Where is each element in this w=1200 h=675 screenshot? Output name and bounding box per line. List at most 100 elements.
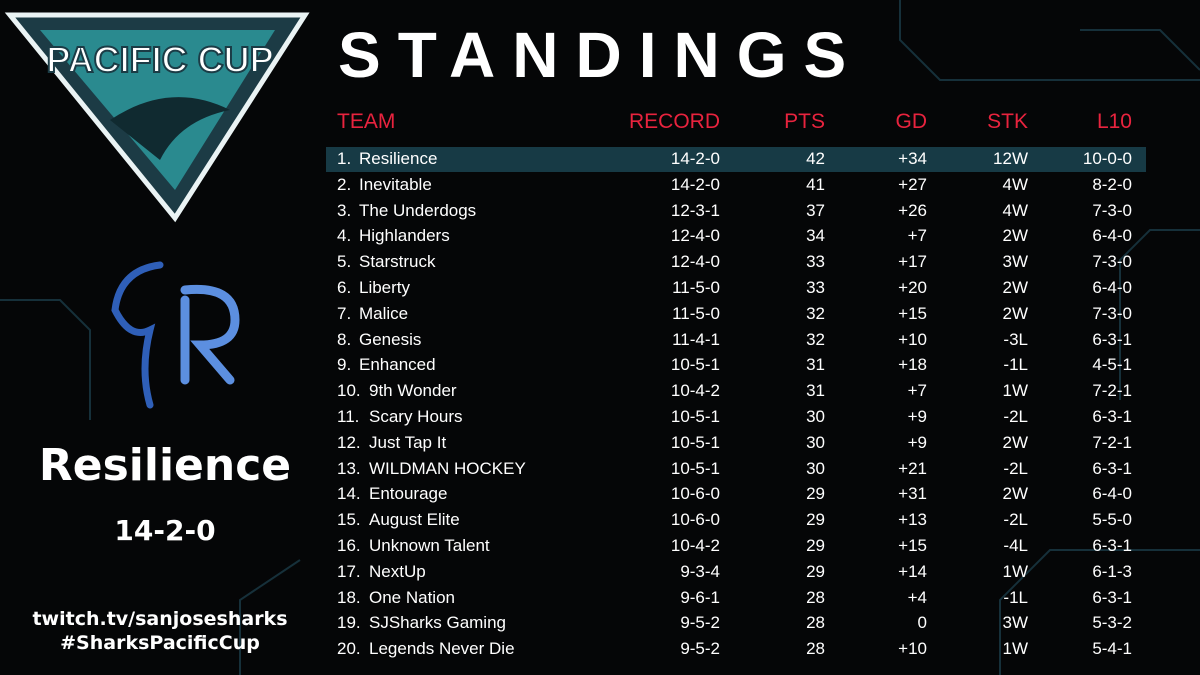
rank: 13. — [337, 458, 361, 478]
stat: 2W — [1002, 278, 1029, 297]
team-name: Starstruck — [359, 252, 436, 272]
stat: +27 — [898, 174, 927, 194]
stat: 10-5-1 — [670, 407, 720, 426]
rank: 16. — [337, 536, 361, 555]
team-name: Legends Never Die — [369, 639, 515, 659]
stat: 5-5-0 — [1092, 510, 1132, 530]
stat: +15 — [898, 536, 927, 555]
row-highlight — [326, 147, 1146, 172]
stat: +10 — [898, 329, 927, 349]
stat: +31 — [898, 484, 927, 504]
rank: 7. — [337, 303, 352, 323]
stat: 10-5-1 — [670, 458, 720, 478]
stat: 33 — [806, 252, 825, 272]
team-name: SJSharks Gaming — [369, 613, 506, 633]
stat: 6-3-1 — [1092, 536, 1132, 555]
rank: 10. — [337, 381, 361, 401]
team-name: Enhanced — [359, 355, 436, 375]
stat: 7-3-0 — [1092, 200, 1132, 220]
stat: 1W — [1002, 639, 1029, 659]
stat: 4W — [1002, 200, 1029, 220]
column-header: RECORD — [628, 110, 720, 133]
stat: 3W — [1002, 252, 1029, 272]
stat: +9 — [907, 432, 927, 452]
team-name: Genesis — [359, 329, 422, 349]
stat: 10-6-0 — [670, 484, 720, 504]
rank: 14. — [337, 484, 361, 504]
team-name: Liberty — [359, 278, 411, 297]
stat: 6-3-1 — [1092, 587, 1132, 607]
stat: -1L — [1003, 587, 1028, 607]
stat: 41 — [806, 174, 825, 194]
stat: +9 — [907, 407, 927, 426]
stat: +4 — [907, 587, 927, 607]
stat: 10-5-1 — [670, 432, 720, 452]
stat: -1L — [1003, 355, 1028, 375]
stat: 29 — [806, 484, 825, 504]
stat: 9-5-2 — [680, 639, 720, 659]
hashtag: #SharksPacificCup — [60, 632, 260, 654]
column-header: PTS — [784, 110, 825, 133]
stat: 0 — [917, 613, 927, 633]
stat: 11-5-0 — [672, 278, 720, 297]
rank: 9. — [337, 355, 352, 375]
team-name: August Elite — [369, 510, 460, 530]
stat: 12-3-1 — [670, 200, 720, 220]
rank: 2. — [337, 174, 352, 194]
team-name: The Underdogs — [359, 200, 477, 220]
stat: -4L — [1003, 536, 1028, 555]
stat: 10-0-0 — [1082, 149, 1132, 168]
stat: 29 — [806, 536, 825, 555]
team-name: Inevitable — [359, 174, 432, 194]
rank: 15. — [337, 510, 361, 530]
rank: 8. — [337, 329, 352, 349]
featured-team: Resilience — [38, 440, 292, 491]
team-name: Resilience — [359, 149, 438, 168]
column-header: L10 — [1096, 110, 1132, 133]
stat: 42 — [806, 149, 825, 168]
stat: +20 — [898, 278, 927, 297]
rank: 18. — [337, 587, 361, 607]
stat: 6-3-1 — [1092, 329, 1132, 349]
stat: 8-2-0 — [1092, 174, 1132, 194]
stat: 3W — [1002, 613, 1029, 633]
stat: 4W — [1002, 174, 1029, 194]
rank: 11. — [337, 407, 360, 426]
stat: 30 — [806, 458, 825, 478]
rank: 12. — [337, 432, 361, 452]
stat: 6-4-0 — [1092, 484, 1132, 504]
stat: 30 — [806, 407, 825, 426]
title: STANDINGS — [338, 19, 864, 91]
stat: -2L — [1003, 458, 1028, 478]
stat: +34 — [898, 149, 927, 168]
rank: 19. — [337, 613, 361, 633]
stat: 6-3-1 — [1092, 407, 1132, 426]
stat: -3L — [1003, 329, 1028, 349]
stat: 28 — [806, 639, 825, 659]
rank: 17. — [337, 561, 361, 581]
stat: 2W — [1002, 432, 1029, 452]
featured-record: 14-2-0 — [114, 514, 216, 547]
stat: 11-5-0 — [672, 303, 720, 323]
stat: 31 — [806, 381, 825, 401]
stat: 6-4-0 — [1092, 278, 1132, 297]
column-header: STK — [987, 110, 1028, 133]
rank: 20. — [337, 639, 361, 659]
stat: 12-4-0 — [670, 226, 720, 246]
team-name: Entourage — [369, 484, 448, 504]
rank: 3. — [337, 200, 352, 220]
stat: +26 — [898, 200, 927, 220]
stat: 32 — [806, 303, 825, 323]
stat: 12-4-0 — [670, 252, 720, 272]
stat: +14 — [898, 561, 927, 581]
stat: -2L — [1003, 407, 1028, 426]
team-name: Just Tap It — [369, 432, 447, 452]
stat: -2L — [1003, 510, 1028, 530]
link[interactable]: twitch.tv/sanjosesharks — [32, 608, 288, 630]
stat: 6-1-3 — [1092, 561, 1132, 581]
stat: 30 — [806, 432, 825, 452]
team-name: Scary Hours — [369, 407, 463, 426]
rank: 5. — [337, 252, 352, 272]
team-name: NextUp — [369, 561, 426, 581]
team-logo — [111, 261, 240, 409]
